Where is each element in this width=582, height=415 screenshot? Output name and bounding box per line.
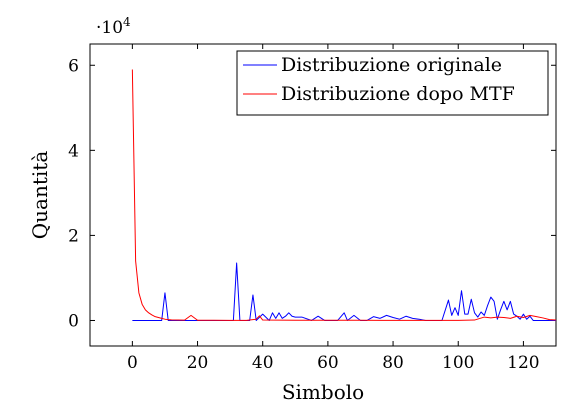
y-tick-label: 6	[68, 56, 79, 76]
x-tick-label: 60	[317, 353, 339, 373]
x-axis-label: Simbolo	[282, 380, 364, 404]
y-tick-label: 4	[68, 141, 79, 161]
legend: Distribuzione originale Distribuzione dop…	[236, 50, 549, 116]
series-lines	[131, 69, 556, 321]
legend-label-2: Distribuzione dopo MTF	[281, 83, 515, 105]
y-multiplier-base: ·10	[96, 18, 123, 38]
x-tick-label: 0	[127, 353, 138, 373]
legend-box	[236, 50, 549, 116]
x-tick-label: 20	[187, 353, 209, 373]
y-axis-label: Quantità	[28, 151, 52, 240]
legend-label-1: Distribuzione originale	[281, 54, 502, 76]
x-tick-label: 80	[382, 353, 404, 373]
axes: 0 20 40 60 80 100 120 0 2 4 6	[68, 43, 557, 373]
x-tick-label: 40	[252, 353, 274, 373]
y-tick-label: 2	[68, 226, 79, 246]
x-tick-label: 120	[507, 353, 539, 373]
y-axis-multiplier: ·104	[96, 15, 131, 38]
series-line-2	[131, 69, 556, 321]
series-line-1	[132, 262, 556, 321]
x-tick-label: 100	[442, 353, 474, 373]
y-tick-label: 0	[68, 311, 79, 331]
plot-frame	[89, 43, 557, 347]
y-multiplier-exponent: 4	[123, 15, 131, 29]
